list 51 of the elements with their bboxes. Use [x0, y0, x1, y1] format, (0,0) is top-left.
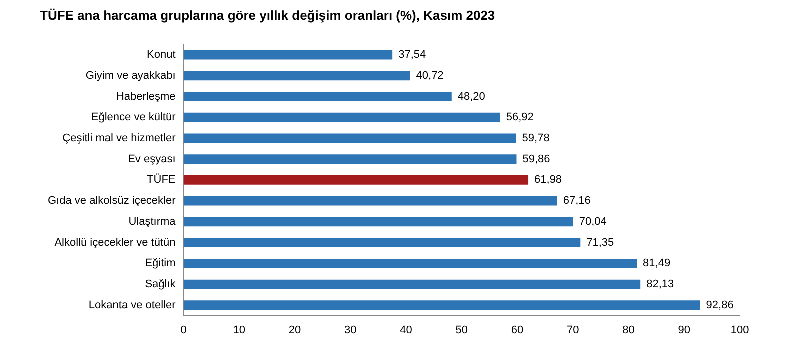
- x-tick-label: 50: [456, 324, 468, 336]
- x-tick-label: 100: [730, 324, 750, 336]
- y-tick-label: Ulaştırma: [128, 216, 177, 228]
- y-tick-label: Gıda ve alkolsüz içecekler: [48, 195, 176, 208]
- bar: [184, 280, 641, 290]
- x-tick-label: 30: [344, 324, 357, 336]
- data-label: 70,04: [579, 216, 607, 228]
- data-label: 37,54: [398, 49, 426, 62]
- x-tick-label: 0: [180, 324, 187, 336]
- bar: [184, 92, 452, 102]
- data-label: 56,92: [506, 112, 534, 124]
- chart-title: TÜFE ana harcama gruplarına göre yıllık değişim oranları (%), Kasım 2023: [40, 8, 496, 23]
- data-label: 61,98: [534, 174, 562, 186]
- y-tick-label: TÜFE: [147, 173, 176, 186]
- x-tick-label: 80: [622, 324, 635, 336]
- bar: [184, 300, 700, 310]
- data-label: 59,78: [522, 132, 550, 145]
- y-tick-label: Ev eşyası: [128, 153, 176, 166]
- bar: [184, 258, 638, 268]
- bar: [184, 50, 393, 60]
- data-label: 81,49: [643, 258, 671, 270]
- bar: [184, 71, 410, 81]
- bar: [184, 176, 529, 185]
- y-tick-label: Giyim ve ayakkabı: [86, 70, 176, 82]
- data-label: 71,35: [586, 236, 614, 249]
- bar: [184, 112, 500, 122]
- data-label: 82,13: [646, 278, 674, 291]
- data-label: 40,72: [416, 70, 444, 82]
- y-tick-label: Çeşitli mal ve hizmetler: [62, 132, 176, 145]
- x-tick-label: 60: [511, 324, 524, 336]
- x-tick-label: 20: [288, 324, 302, 336]
- bar: [184, 196, 558, 206]
- y-tick-label: Konut: [147, 49, 176, 62]
- x-tick-label: 40: [400, 324, 412, 336]
- data-label: 67,16: [563, 195, 591, 208]
- y-tick-label: Alkollü içecekler ve tütün: [54, 236, 176, 249]
- data-label: 92,86: [706, 299, 734, 312]
- y-tick-label: Eğitim: [145, 258, 176, 270]
- bar: [184, 154, 517, 164]
- y-tick-label: Eğlence ve kültür: [91, 112, 176, 124]
- y-tick-label: Sağlık: [145, 278, 176, 291]
- data-label: 59,86: [522, 153, 550, 166]
- data-label: 48,20: [458, 90, 486, 103]
- x-tick-label: 90: [678, 324, 691, 336]
- x-tick-label: 70: [567, 324, 580, 336]
- bar: [184, 238, 581, 248]
- bar: [184, 134, 516, 144]
- y-tick-label: Haberleşme: [116, 90, 176, 103]
- bar: [184, 217, 574, 227]
- x-tick-label: 10: [233, 324, 246, 336]
- y-tick-label: Lokanta ve oteller: [88, 299, 176, 312]
